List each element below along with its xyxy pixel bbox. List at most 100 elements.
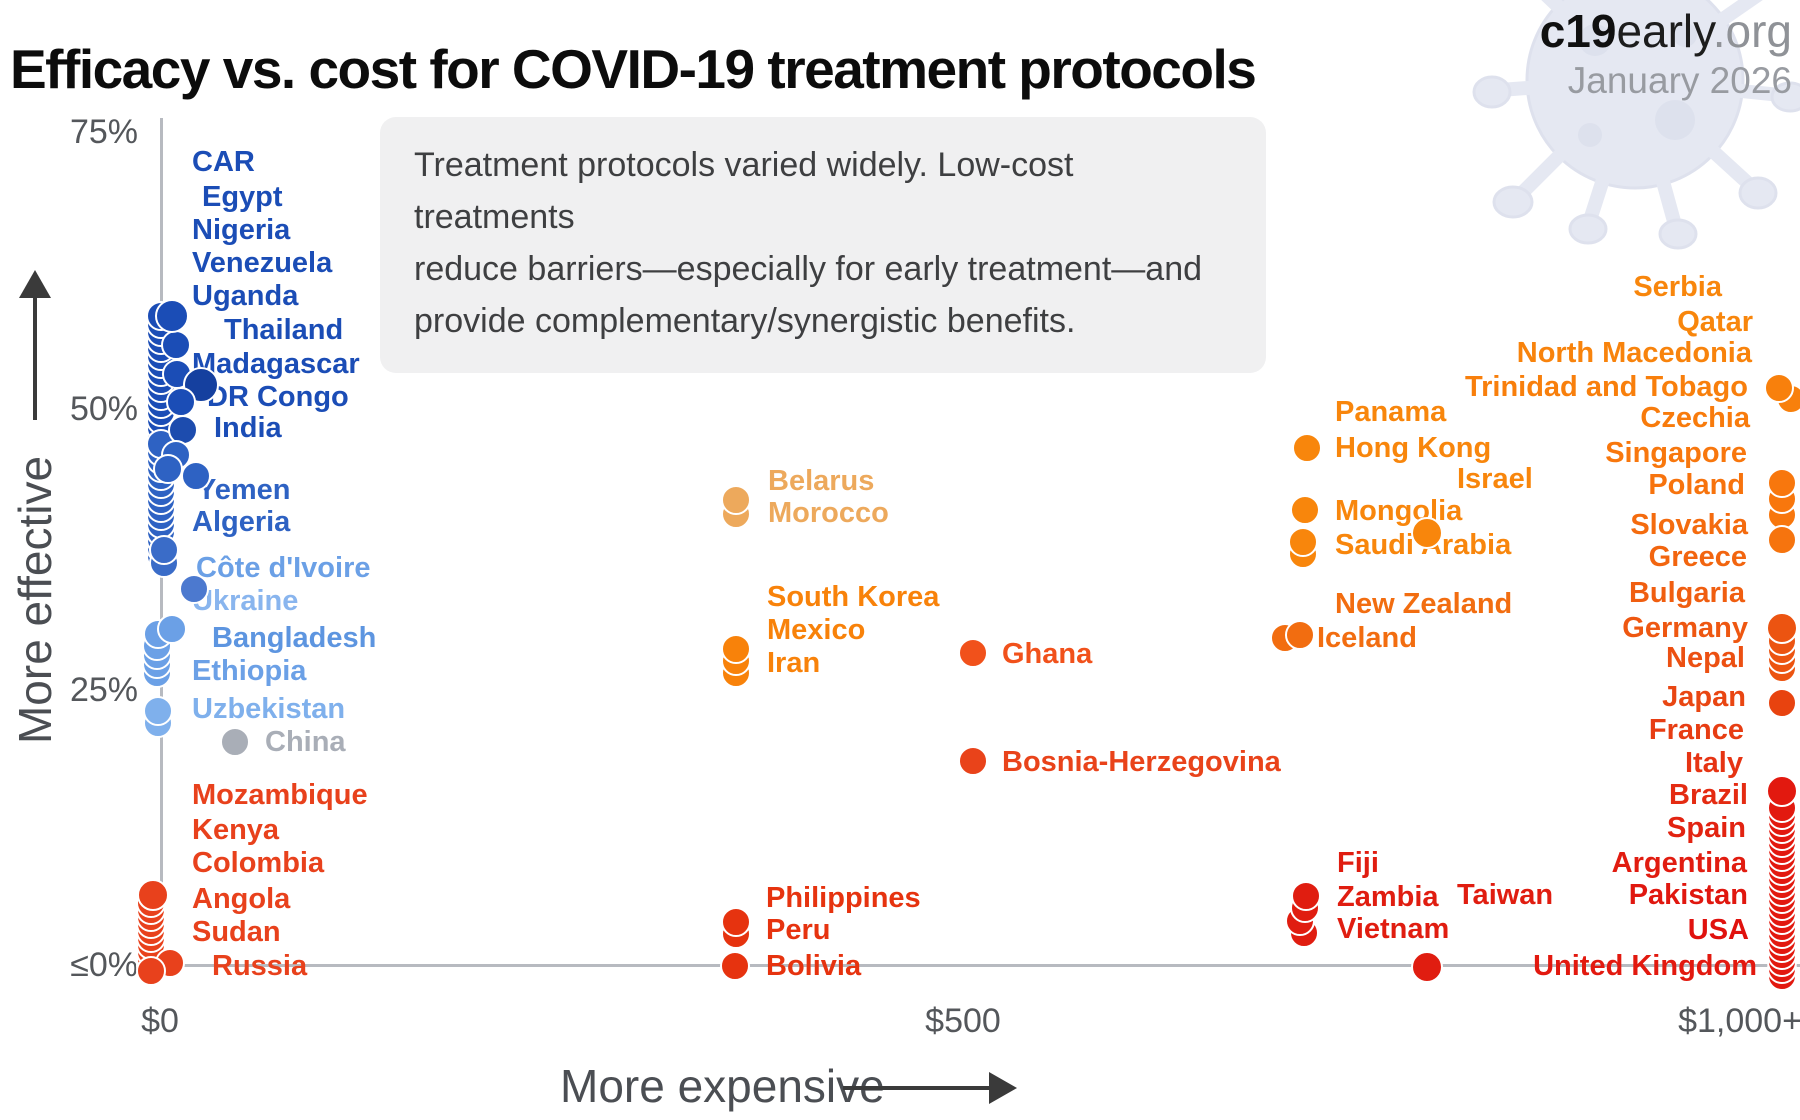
y-axis-caption: More effective bbox=[9, 455, 61, 745]
country-label-madagascar: Madagascar bbox=[192, 348, 360, 380]
country-label-uganda: Uganda bbox=[192, 280, 299, 312]
country-label-panama: Panama bbox=[1335, 396, 1447, 428]
scatter-dot[interactable] bbox=[958, 746, 988, 776]
country-label-bolivia: Bolivia bbox=[766, 950, 862, 982]
country-label-kenya: Kenya bbox=[192, 814, 280, 846]
scatter-dot[interactable] bbox=[958, 638, 988, 668]
country-label-mongolia: Mongolia bbox=[1335, 495, 1463, 527]
country-label-thailand: Thailand bbox=[224, 314, 344, 346]
country-label-iceland: Iceland bbox=[1317, 622, 1417, 654]
country-label-philippines: Philippines bbox=[766, 882, 921, 914]
country-label-japan: Japan bbox=[1662, 681, 1746, 713]
scatter-dot[interactable] bbox=[166, 387, 196, 417]
country-label-czechia: Czechia bbox=[1640, 402, 1750, 434]
scatter-dot[interactable] bbox=[1764, 373, 1794, 403]
scatter-dot[interactable] bbox=[137, 879, 169, 911]
scatter-dot[interactable] bbox=[1767, 688, 1797, 718]
annotation-box: Treatment protocols varied widely. Low-c… bbox=[380, 117, 1266, 373]
country-label-serbia: Serbia bbox=[1633, 271, 1722, 303]
country-label-mexico: Mexico bbox=[767, 614, 866, 646]
country-label-germany: Germany bbox=[1622, 612, 1748, 644]
scatter-dot[interactable] bbox=[143, 696, 173, 726]
country-label-algeria: Algeria bbox=[192, 506, 291, 538]
country-label-nepal: Nepal bbox=[1666, 642, 1745, 674]
site-logo-suffix: .org bbox=[1712, 5, 1792, 57]
country-label-peru: Peru bbox=[766, 914, 831, 946]
country-label-new-zealand: New Zealand bbox=[1335, 588, 1513, 620]
country-label-bosnia-herzegovina: Bosnia-Herzegovina bbox=[1002, 746, 1281, 778]
x-axis-arrow-icon bbox=[843, 1072, 1017, 1104]
country-label-mozambique: Mozambique bbox=[192, 779, 368, 811]
scatter-dot[interactable] bbox=[1767, 468, 1797, 498]
country-label-pakistan: Pakistan bbox=[1628, 879, 1748, 911]
y-tick-50: 50% bbox=[69, 390, 138, 428]
scatter-dot[interactable] bbox=[720, 951, 750, 981]
x-tick-0: $0 bbox=[141, 1002, 179, 1040]
country-label-venezuela: Venezuela bbox=[192, 247, 333, 279]
country-label-china: China bbox=[265, 726, 346, 758]
scatter-dot[interactable] bbox=[721, 634, 751, 664]
site-logo: c19early.org bbox=[1540, 4, 1792, 58]
country-label-qatar: Qatar bbox=[1677, 306, 1753, 338]
scatter-dot[interactable] bbox=[136, 956, 166, 986]
country-label-ghana: Ghana bbox=[1002, 638, 1093, 670]
page-title: Efficacy vs. cost for COVID-19 treatment… bbox=[10, 37, 1257, 100]
scatter-dot[interactable] bbox=[1411, 517, 1443, 549]
country-label-morocco: Morocco bbox=[768, 497, 889, 529]
scatter-dot[interactable] bbox=[1767, 525, 1797, 555]
scatter-dot[interactable] bbox=[149, 535, 179, 565]
country-label-slovakia: Slovakia bbox=[1630, 509, 1748, 541]
country-label-france: France bbox=[1648, 714, 1744, 746]
country-label-usa: USA bbox=[1687, 914, 1749, 946]
country-label-ukraine: Ukraine bbox=[192, 585, 299, 617]
country-label-india: India bbox=[214, 412, 282, 444]
country-label-nigeria: Nigeria bbox=[192, 214, 291, 246]
scatter-dot[interactable] bbox=[179, 574, 209, 604]
country-label-dr-congo: DR Congo bbox=[207, 381, 349, 413]
country-label-united-kingdom: United Kingdom bbox=[1533, 950, 1757, 982]
scatter-dot[interactable] bbox=[1291, 881, 1321, 911]
country-label-belarus: Belarus bbox=[768, 465, 875, 497]
country-label-brazil: Brazil bbox=[1669, 779, 1748, 811]
country-label-greece: Greece bbox=[1648, 541, 1747, 573]
scatter-dot[interactable] bbox=[220, 727, 250, 757]
site-logo-bold: c19 bbox=[1539, 5, 1617, 57]
scatter-dot[interactable] bbox=[721, 485, 751, 515]
scatter-dot[interactable] bbox=[161, 330, 191, 360]
country-label-car: CAR bbox=[192, 146, 255, 178]
scatter-dot[interactable] bbox=[1766, 775, 1798, 807]
country-label-sudan: Sudan bbox=[192, 916, 281, 948]
scatter-dot[interactable] bbox=[1766, 612, 1798, 644]
report-date: January 2026 bbox=[1567, 60, 1792, 101]
country-label-singapore: Singapore bbox=[1605, 437, 1747, 469]
country-label-poland: Poland bbox=[1648, 469, 1745, 501]
country-label-taiwan: Taiwan bbox=[1457, 879, 1554, 911]
site-logo-regular: early bbox=[1616, 5, 1713, 57]
y-tick-0: ≤0% bbox=[70, 946, 138, 984]
y-tick-75: 75% bbox=[69, 113, 138, 151]
country-label-fiji: Fiji bbox=[1337, 847, 1379, 879]
country-label-spain: Spain bbox=[1667, 812, 1746, 844]
scatter-dot[interactable] bbox=[155, 299, 189, 333]
country-label-egypt: Egypt bbox=[202, 181, 283, 213]
x-tick-500: $500 bbox=[925, 1002, 1001, 1040]
x-tick-1-000: $1,000+ bbox=[1678, 1002, 1800, 1040]
country-label-yemen: Yemen bbox=[197, 474, 291, 506]
country-label-bangladesh: Bangladesh bbox=[212, 622, 377, 654]
scatter-dot[interactable] bbox=[1290, 495, 1320, 525]
annotation-text: Treatment protocols varied widely. Low-c… bbox=[414, 146, 1203, 340]
y-axis-arrow-icon bbox=[19, 270, 51, 420]
scatter-dot[interactable] bbox=[181, 461, 211, 491]
country-label-north-macedonia: North Macedonia bbox=[1516, 337, 1752, 369]
country-label-iran: Iran bbox=[767, 647, 821, 679]
virus-icon bbox=[1472, 0, 1800, 250]
country-label-bulgaria: Bulgaria bbox=[1628, 577, 1745, 609]
scatter-dot[interactable] bbox=[721, 907, 751, 937]
scatter-dot[interactable] bbox=[1288, 527, 1318, 557]
scatter-dot[interactable] bbox=[157, 614, 187, 644]
scatter-dot[interactable] bbox=[1285, 620, 1315, 650]
country-label-russia: Russia bbox=[212, 950, 308, 982]
scatter-dot[interactable] bbox=[153, 454, 183, 484]
scatter-dot[interactable] bbox=[1411, 951, 1443, 983]
scatter-dot[interactable] bbox=[1292, 433, 1322, 463]
